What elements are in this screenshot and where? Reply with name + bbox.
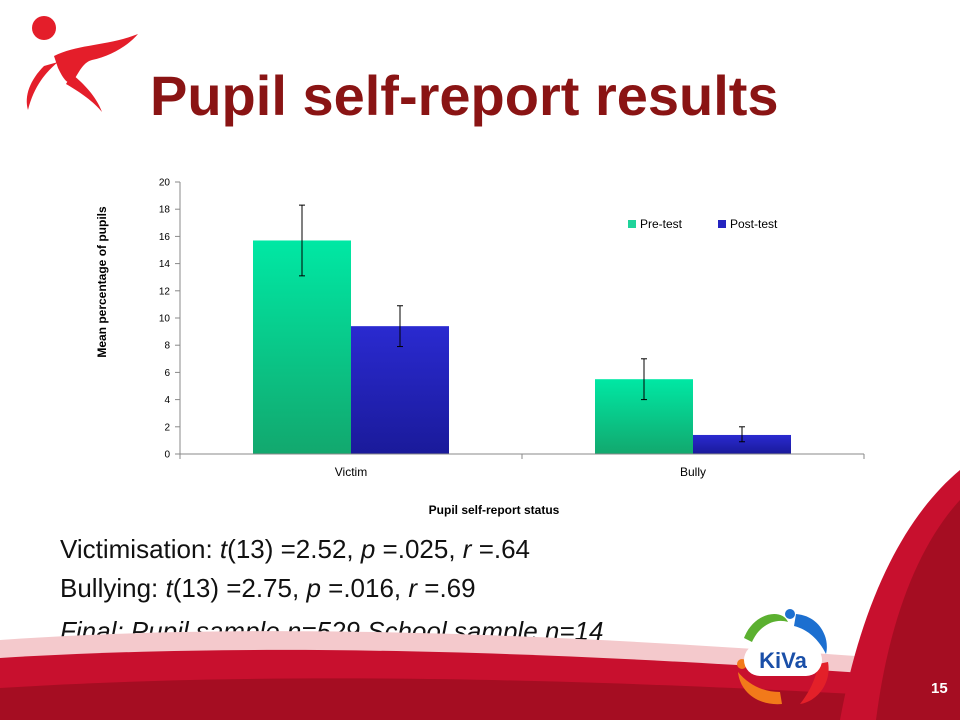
stat-bullying-r: r (408, 573, 418, 603)
stat-bullying-pval: =.016, (320, 573, 409, 603)
y-tick-label: 14 (159, 259, 171, 270)
x-axis-label: Pupil self-report status (429, 503, 560, 517)
y-tick-label: 18 (159, 205, 171, 216)
stat-victimisation-r: r (462, 534, 472, 564)
stat-bullying: Bullying: t(13) =2.75, p =.016, r =.69 (60, 575, 476, 601)
stat-bullying-rval: =.69 (417, 573, 476, 603)
legend-label-pre-test: Pre-test (640, 217, 683, 231)
y-tick-label: 2 (164, 422, 170, 433)
y-tick-label: 8 (164, 341, 170, 352)
stat-victimisation-p: p (360, 534, 376, 564)
stat-bullying-df: (13) =2.75, (172, 573, 307, 603)
y-tick-label: 12 (159, 286, 171, 297)
stat-victimisation-df: (13) =2.52, (227, 534, 361, 564)
y-tick-label: 10 (159, 314, 171, 325)
legend-label-post-test: Post-test (730, 217, 778, 231)
stat-victimisation-rval: =.64 (471, 534, 531, 564)
legend-swatch-post-test (718, 220, 726, 228)
bar-post-test-bully (693, 434, 791, 454)
page-title: Pupil self-report results (150, 64, 779, 127)
y-tick-label: 20 (159, 178, 171, 189)
stat-final-sample: Final: Pupil sample n=529 School sample … (60, 616, 604, 646)
stat-bullying-p: p (306, 573, 321, 603)
page-number: 15 (931, 680, 948, 697)
y-tick-label: 0 (164, 450, 170, 461)
kiva-logo: KiVa (737, 609, 829, 705)
y-tick-label: 4 (164, 395, 170, 406)
stat-victimisation-label: Victimisation: (60, 534, 220, 564)
y-axis-label: Mean percentage of pupils (95, 206, 109, 358)
y-tick-label: 6 (164, 368, 170, 379)
y-tick-label: 16 (159, 232, 171, 243)
stat-bullying-t: t (165, 573, 173, 603)
stat-victimisation-t: t (219, 534, 228, 564)
legend-swatch-pre-test (628, 220, 636, 228)
stat-victimisation-pval: =.025, (375, 534, 463, 564)
running-figure-logo (26, 16, 138, 112)
bar-chart: Mean percentage of pupils 0 2 4 6 8 10 12 14 16 1… (95, 178, 865, 517)
stat-victimisation: Victimisation: t(13) =2.52, p =.025, r =… (60, 536, 530, 562)
x-tick-label: Bully (680, 465, 706, 479)
stat-bullying-label: Bullying: (60, 573, 166, 603)
kiva-logo-text: KiVa (759, 648, 807, 673)
bar-post-test-victim (351, 326, 449, 454)
x-tick-label: Victim (335, 465, 367, 479)
